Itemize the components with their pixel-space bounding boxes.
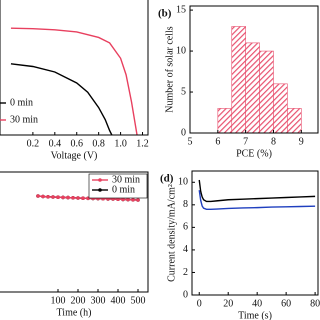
x-tick-label: 20 [223,298,233,309]
y-axis-label: Number of solar cells [164,26,175,112]
legend-box [88,173,148,199]
plot-area [36,194,140,202]
bar [259,50,274,133]
line [198,190,316,211]
x-tick-label: 0.6 [70,138,83,149]
y-tick-label: 2 [183,267,188,278]
y-tick-label: 6 [183,222,188,233]
x-tick-label: 9 [299,136,304,147]
x-tick-label: 0 [197,298,202,309]
frame [189,5,319,134]
line [10,27,138,135]
x-tick-label: 300 [91,295,106,306]
marker [36,194,40,198]
x-tick-label: 80 [310,298,320,309]
legend-label: 30 min [112,174,140,185]
plot-area [10,27,138,135]
y-tick-label: 8 [183,199,188,210]
marker [76,196,80,200]
marker [51,195,55,199]
y-tick-label: 5 [181,86,186,97]
y-tick-label: 0 [181,127,186,138]
legend-label: 0 min [10,97,33,108]
panel-label: (b) [158,8,172,20]
frame [0,0,149,136]
x-tick-label: 1.2 [136,138,149,149]
bar [231,26,246,133]
legend-label: 0 min [112,184,135,195]
plot-area [217,26,302,133]
y-tick-label: 10 [176,45,186,56]
x-tick-label: 40 [252,298,262,309]
y-tick-label: 0 [183,289,188,300]
marker [126,197,130,202]
x-tick-label: 500 [131,295,146,306]
x-tick-label: 5 [188,136,193,147]
x-tick-label: 1.0 [114,138,127,149]
x-tick-label: 200 [71,295,86,306]
marker [136,198,140,202]
marker [46,195,50,199]
x-tick-label: 6 [215,136,220,147]
marker [81,196,85,200]
frame [0,171,149,293]
legend-label: 30 min [10,114,38,125]
x-tick-label: 0.2 [27,138,40,149]
marker [56,195,60,199]
frame [191,170,319,296]
marker [71,196,75,200]
line [198,179,316,203]
x-axis-label: PCE (%) [236,148,272,159]
y-tick-label: 4 [183,244,188,255]
bar [217,108,233,133]
panel: 0.2 0.4 0.6 0.8 1.0 1.2 Voltage (V) 0 min 30 min [0,0,149,161]
x-tick-label: 60 [281,298,291,309]
panel-label: (d) [160,173,174,185]
x-tick-label: 7 [243,136,248,147]
bar [245,42,260,133]
bar [287,108,302,133]
bar [273,83,288,133]
marker [66,195,70,200]
x-tick-label: 400 [111,295,126,306]
x-axis-label: Time (s) [238,310,272,320]
x-tick-label: 100 [51,295,66,306]
x-tick-label: 0.8 [92,138,105,149]
marker [41,194,45,199]
x-axis-label: Time (h) [57,307,92,318]
panel: 0 20 40 60 80 0 2 4 6 8 10 Time (s) Current density/… [160,170,320,320]
line [10,63,113,135]
y-tick-label: 15 [176,4,186,15]
marker [61,195,65,200]
y-tick-label: 10 [178,177,188,188]
x-tick-label: 8 [271,136,276,147]
plot-area [198,179,316,211]
legend-marker [98,188,102,192]
x-axis-label: Voltage (V) [51,150,98,161]
y-axis-label: Current density/mA/cm² [166,184,177,282]
marker [131,198,135,202]
marker [121,197,125,202]
x-tick-label: 0.4 [49,138,62,149]
legend-marker [98,178,102,182]
